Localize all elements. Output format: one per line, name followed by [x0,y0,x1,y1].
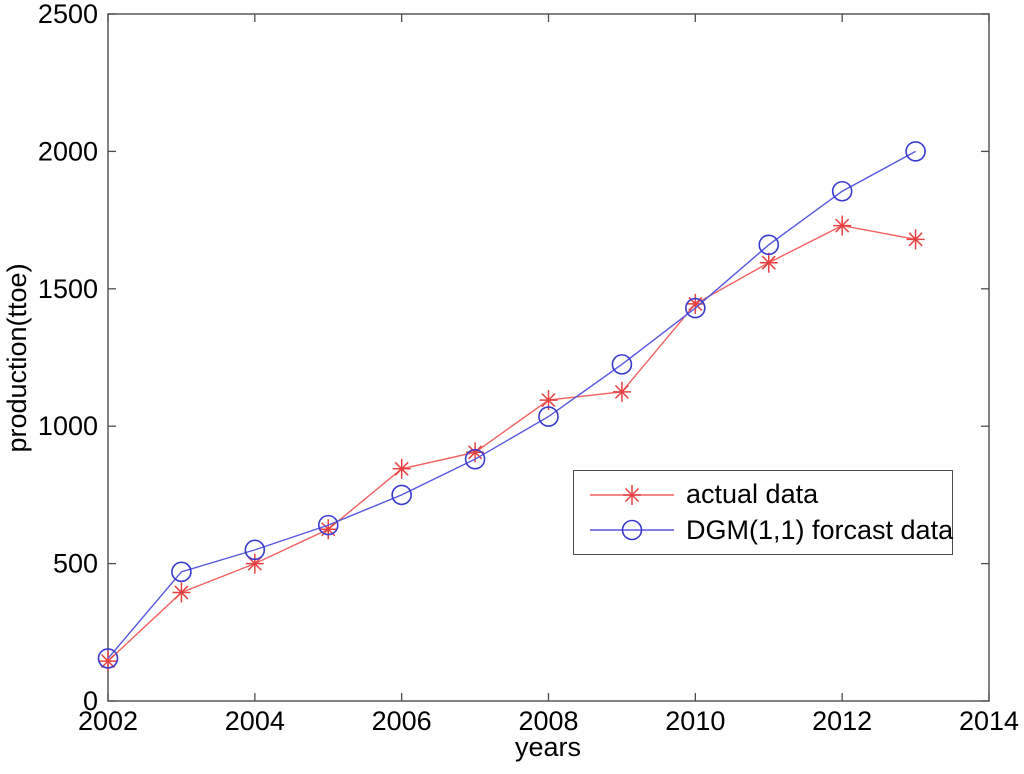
circle-marker [831,180,853,202]
data-point-dgm-1-1-forcast-data-2004 [244,539,266,561]
series-markers-dgm-1-1-forcast-data [97,141,926,669]
asterisk-marker [100,654,116,669]
x-tick-label: 2010 [665,706,725,736]
circle-marker [391,484,412,506]
x-tick-label: 2004 [225,706,285,736]
data-point-dgm-1-1-forcast-data-2002 [97,648,119,669]
legend-label-forecast-data: DGM(1,1) forcast data [686,514,954,545]
asterisk-marker [908,232,923,247]
circle-marker [905,141,926,162]
asterisk-marker [541,393,556,408]
x-tick-label: 2006 [372,706,432,736]
y-tick-label: 1000 [38,411,98,441]
x-axis-label: years [515,732,581,762]
legend-item-actual-data: actual data [590,481,952,508]
x-tick-label: 2012 [812,706,872,736]
asterisk-marker [247,556,262,571]
circle-marker [97,648,119,669]
data-point-actual-data-2013 [906,229,925,250]
y-tick-label: 2500 [38,0,98,29]
circle-legend-sample [590,519,674,541]
legend-item-forecast-data: DGM(1,1) forcast data [590,514,954,545]
circle-marker [538,406,559,427]
data-point-dgm-1-1-forcast-data-2011 [758,234,780,256]
data-point-actual-data-2011 [759,252,778,273]
series-line-dgm-1-1-forcast-data [107,150,916,659]
asterisk-legend-sample [590,484,674,505]
data-point-dgm-1-1-forcast-data-2012 [831,180,853,202]
asterisk-marker [761,255,776,270]
circle-marker [317,514,339,536]
asterisk-marker [394,461,409,476]
actual-data-marker-icon [590,482,674,508]
data-point-dgm-1-1-forcast-data-2005 [317,514,339,536]
circle-marker [758,234,780,256]
asterisk-marker [614,384,629,399]
circle-marker [244,539,266,561]
series-line-actual-data [107,224,916,662]
data-point-dgm-1-1-forcast-data-2008 [538,406,559,427]
data-point-dgm-1-1-forcast-data-2010 [685,297,706,319]
x-tick-label: 2002 [78,706,138,736]
data-point-dgm-1-1-forcast-data-2007 [464,448,486,470]
circle-marker [171,561,192,583]
y-axis-label: production(ttoe) [2,263,32,452]
asterisk-marker [468,445,483,460]
data-point-dgm-1-1-forcast-data-2013 [905,141,926,162]
asterisk-marker [835,218,850,233]
y-tick-label: 500 [53,549,98,579]
y-tick-label: 0 [83,686,98,716]
plot-border [107,13,990,702]
data-point-actual-data-2009 [612,381,631,402]
x-tick-label: 2014 [959,706,1019,736]
data-point-dgm-1-1-forcast-data-2006 [391,484,412,506]
circle-marker [464,448,486,470]
data-point-actual-data-2012 [833,215,852,236]
circle-marker-icon [590,517,674,543]
series-markers-actual-data [99,215,925,672]
y-tick-label: 2000 [38,136,98,166]
circle-marker [611,354,633,375]
legend-label-actual-data: actual data [686,479,819,510]
legend: actual data DGM(1,1) forcast data [573,470,953,555]
y-tick-label: 1500 [38,274,98,304]
data-point-dgm-1-1-forcast-data-2009 [611,354,633,375]
x-tick-label: 2008 [518,706,578,736]
data-point-actual-data-2003 [172,582,191,603]
data-point-actual-data-2004 [245,553,264,574]
asterisk-marker [174,585,189,600]
circle-marker [685,297,706,319]
data-point-actual-data-2006 [392,458,411,479]
circle-marker [621,519,643,541]
asterisk-marker [624,487,640,502]
data-point-dgm-1-1-forcast-data-2003 [171,561,192,583]
